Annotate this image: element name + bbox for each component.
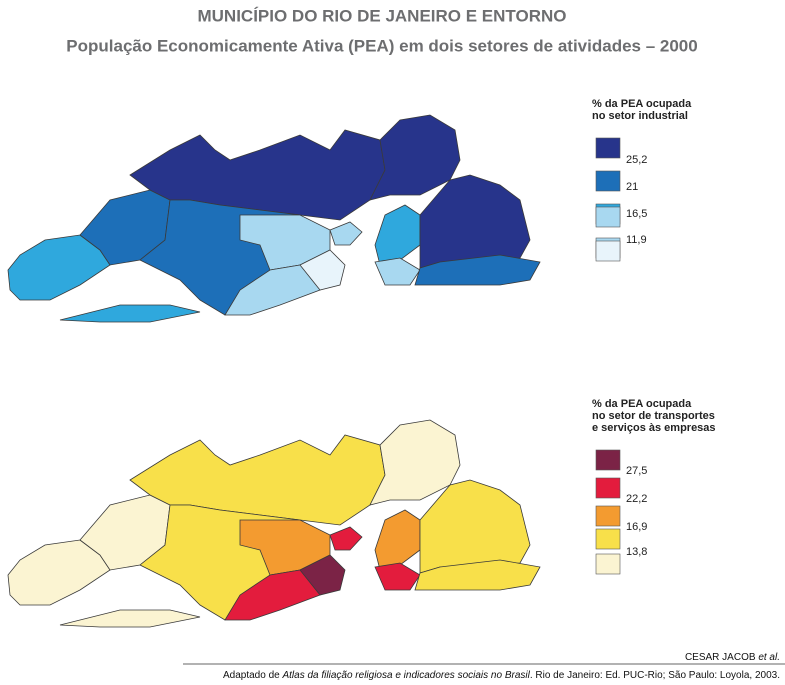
source-text: . Rio de Janeiro: Ed. PUC-Rio; São Paulo… [530,670,780,681]
legend-label: 13,8 [626,546,647,558]
legend-swatch [595,477,621,499]
legend-title: no setor de transportes [592,410,715,422]
legend-swatch [595,206,621,228]
region [374,509,421,571]
legend-swatch [595,553,621,575]
legend-swatch [595,528,621,550]
legend-label: 11,9 [626,234,647,246]
credit-author: CESAR JACOB [685,652,758,663]
legend-swatch [595,170,621,192]
legend-title: no setor industrial [592,110,688,122]
title: MUNICÍPIO DO RIO DE JANEIRO E ENTORNO [197,6,566,25]
region [414,559,541,591]
region [59,609,201,628]
region [299,249,346,291]
legend [595,137,621,259]
legend-label: 27,5 [626,465,647,477]
region [374,562,421,591]
credit: CESAR JACOB et al. [685,652,780,663]
legend-title: % da PEA ocupada [592,398,692,410]
legend-swatch [595,505,621,527]
source-title: Atlas da filiação religiosa e indicadore… [281,670,530,681]
credit-italic: et al. [758,652,780,663]
region [374,257,421,286]
legend-label: 25,2 [626,154,647,166]
legend-swatch [595,137,621,159]
region [329,221,363,246]
legend-title: % da PEA ocupada [592,98,692,110]
subtitle: População Economicamente Ativa (PEA) em … [66,36,697,55]
region [414,254,541,286]
region [299,554,346,596]
legend-label: 22,2 [626,493,647,505]
legend [595,449,621,575]
map [7,419,541,628]
legend-label: 16,9 [626,521,647,533]
legend-title: e serviços às empresas [592,422,716,434]
legend-label: 21 [626,181,638,193]
map [7,114,541,323]
region [329,526,363,551]
region [419,174,531,269]
region [374,204,421,266]
legend-swatch [595,449,621,471]
legend-label: 16,5 [626,208,647,220]
legend-swatch [595,240,621,262]
region [59,304,201,323]
source-text: Adaptado de [223,670,283,681]
region [419,479,531,574]
source: Adaptado de Atlas da filiação religiosa … [223,670,780,681]
